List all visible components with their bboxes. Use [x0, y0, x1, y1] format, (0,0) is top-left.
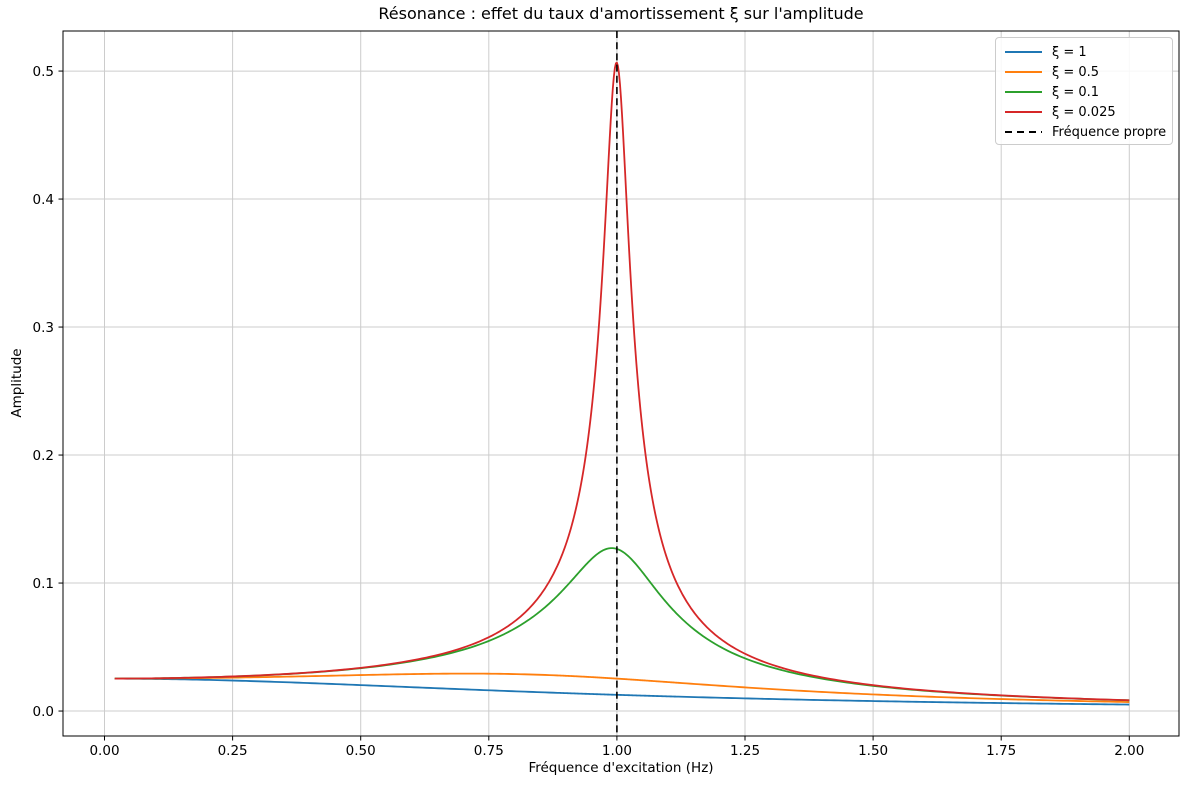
chart-title: Résonance : effet du taux d'amortissemen…	[378, 4, 864, 23]
legend-line-sample	[1005, 51, 1042, 53]
axes-frame	[62, 30, 1180, 737]
x-tick-label: 0.25	[218, 743, 248, 759]
legend-dashed-line-sample	[1005, 131, 1042, 133]
x-tick-label: 0.75	[474, 743, 504, 759]
legend-item: ξ = 1	[1005, 42, 1166, 62]
legend-line-sample	[1005, 91, 1042, 93]
x-tick-label: 1.25	[730, 743, 760, 759]
curve-xi-0.025	[114, 61, 1130, 702]
legend-label: ξ = 0.025	[1052, 104, 1116, 120]
curve-xi-1	[114, 677, 1130, 706]
y-tick-label: 0.2	[33, 448, 54, 464]
legend-label: ξ = 1	[1052, 44, 1087, 60]
x-tick-label: 0.00	[89, 743, 119, 759]
y-tick-label: 0.5	[33, 64, 54, 80]
y-tick-label: 0.1	[33, 576, 54, 592]
legend-item: Fréquence propre	[1005, 122, 1166, 142]
x-tick-label: 2.00	[1114, 743, 1144, 759]
x-tick-label: 0.50	[346, 743, 376, 759]
y-tick-label: 0.4	[33, 192, 54, 208]
legend-item: ξ = 0.1	[1005, 82, 1166, 102]
legend-box: ξ = 1 ξ = 0.5 ξ = 0.1 ξ = 0.025 Fréquence pr…	[995, 37, 1173, 145]
y-axis-label: Amplitude	[9, 348, 25, 418]
legend-label: ξ = 0.5	[1052, 64, 1100, 80]
x-axis-label: Fréquence d'excitation (Hz)	[528, 760, 714, 776]
x-tick-label: 1.50	[858, 743, 888, 759]
x-tick-label: 1.00	[602, 743, 632, 759]
legend-item: ξ = 0.025	[1005, 102, 1166, 122]
legend-label: ξ = 0.1	[1052, 84, 1100, 100]
legend-line-sample	[1005, 111, 1042, 113]
legend-line-sample	[1005, 71, 1042, 73]
legend-label: Fréquence propre	[1052, 124, 1167, 140]
x-tick-label: 1.75	[986, 743, 1016, 759]
curve-xi-0.5	[114, 672, 1130, 703]
y-tick-label: 0.0	[33, 704, 54, 720]
legend-item: ξ = 0.5	[1005, 62, 1166, 82]
y-tick-label: 0.3	[33, 320, 54, 336]
